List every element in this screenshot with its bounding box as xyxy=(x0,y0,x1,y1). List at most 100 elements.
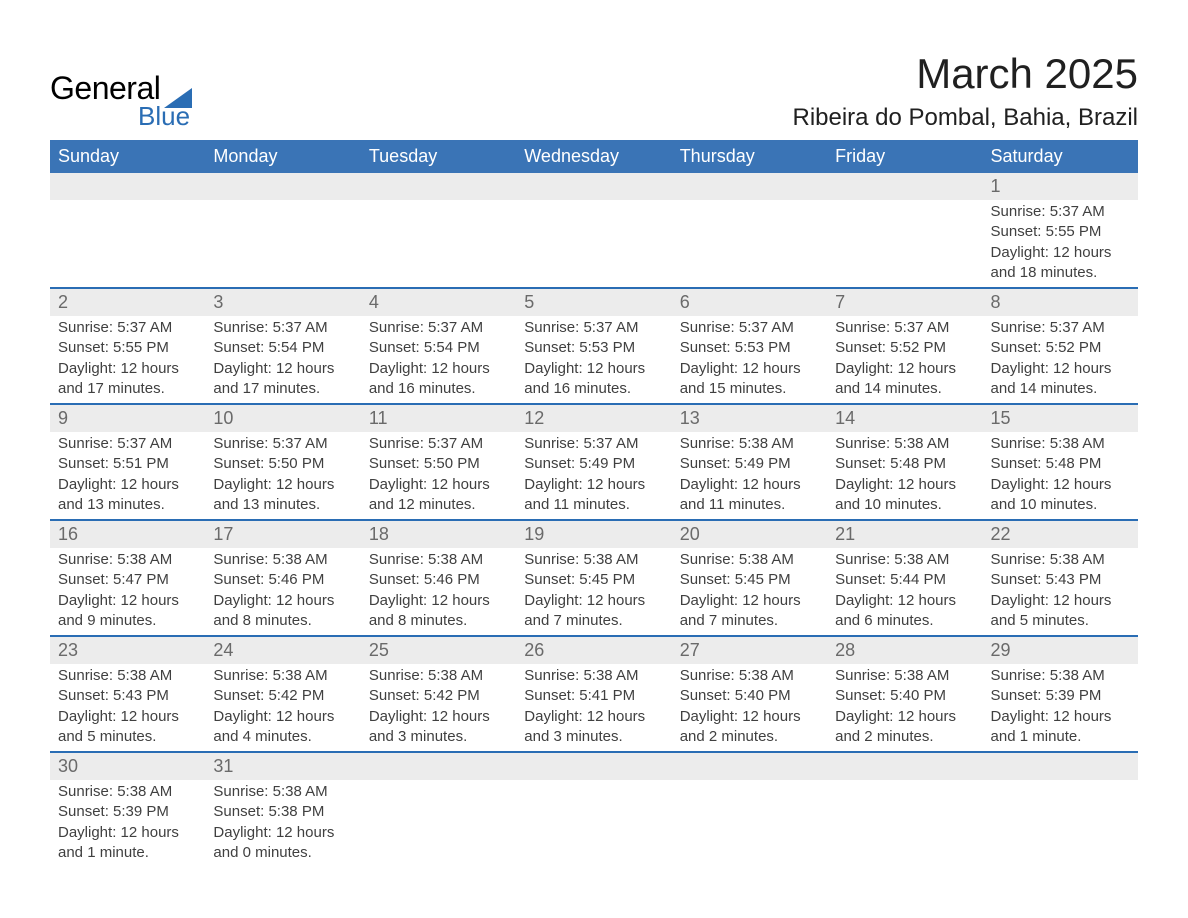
date-detail-cell: Sunrise: 5:37 AMSunset: 5:51 PMDaylight:… xyxy=(50,432,205,520)
daylight2-text: and 13 minutes. xyxy=(58,495,197,515)
sunset-text: Sunset: 5:55 PM xyxy=(58,338,197,358)
daylight1-text: Daylight: 12 hours xyxy=(213,591,352,611)
daylight1-text: Daylight: 12 hours xyxy=(680,707,819,727)
date-detail-cell: Sunrise: 5:37 AMSunset: 5:53 PMDaylight:… xyxy=(516,316,671,404)
sunrise-text: Sunrise: 5:37 AM xyxy=(524,318,663,338)
sunrise-text: Sunrise: 5:38 AM xyxy=(58,666,197,686)
date-detail-cell: Sunrise: 5:38 AMSunset: 5:48 PMDaylight:… xyxy=(983,432,1138,520)
daylight1-text: Daylight: 12 hours xyxy=(213,359,352,379)
date-number-cell: 8 xyxy=(983,288,1138,316)
daylight2-text: and 17 minutes. xyxy=(213,379,352,399)
daylight1-text: Daylight: 12 hours xyxy=(369,475,508,495)
date-detail-cell: Sunrise: 5:37 AMSunset: 5:54 PMDaylight:… xyxy=(205,316,360,404)
date-number-row: 3031 xyxy=(50,752,1138,780)
date-number-cell xyxy=(361,173,516,200)
date-detail-cell: Sunrise: 5:38 AMSunset: 5:46 PMDaylight:… xyxy=(361,548,516,636)
daylight1-text: Daylight: 12 hours xyxy=(524,591,663,611)
sunset-text: Sunset: 5:45 PM xyxy=(680,570,819,590)
daylight2-text: and 1 minute. xyxy=(58,843,197,863)
sunrise-text: Sunrise: 5:38 AM xyxy=(213,782,352,802)
date-detail-row: Sunrise: 5:38 AMSunset: 5:43 PMDaylight:… xyxy=(50,664,1138,752)
date-detail-row: Sunrise: 5:38 AMSunset: 5:47 PMDaylight:… xyxy=(50,548,1138,636)
daylight2-text: and 7 minutes. xyxy=(680,611,819,631)
daylight1-text: Daylight: 12 hours xyxy=(835,359,974,379)
date-detail-cell xyxy=(983,780,1138,867)
date-number-cell: 21 xyxy=(827,520,982,548)
daylight1-text: Daylight: 12 hours xyxy=(369,359,508,379)
date-detail-cell: Sunrise: 5:37 AMSunset: 5:50 PMDaylight:… xyxy=(205,432,360,520)
sunset-text: Sunset: 5:44 PM xyxy=(835,570,974,590)
date-number-cell: 11 xyxy=(361,404,516,432)
header-row: General Blue March 2025 Ribeira do Pomba… xyxy=(50,50,1138,132)
daylight1-text: Daylight: 12 hours xyxy=(835,707,974,727)
daylight1-text: Daylight: 12 hours xyxy=(680,475,819,495)
date-detail-cell: Sunrise: 5:38 AMSunset: 5:42 PMDaylight:… xyxy=(361,664,516,752)
date-number-cell: 26 xyxy=(516,636,671,664)
sunset-text: Sunset: 5:42 PM xyxy=(213,686,352,706)
date-number-cell: 22 xyxy=(983,520,1138,548)
date-number-cell xyxy=(50,173,205,200)
sunset-text: Sunset: 5:43 PM xyxy=(58,686,197,706)
sunrise-text: Sunrise: 5:37 AM xyxy=(369,318,508,338)
daylight2-text: and 14 minutes. xyxy=(835,379,974,399)
date-number-cell xyxy=(672,173,827,200)
date-number-cell: 20 xyxy=(672,520,827,548)
daylight1-text: Daylight: 12 hours xyxy=(991,591,1130,611)
sunrise-text: Sunrise: 5:37 AM xyxy=(369,434,508,454)
date-number-cell: 31 xyxy=(205,752,360,780)
daylight1-text: Daylight: 12 hours xyxy=(58,475,197,495)
sunrise-text: Sunrise: 5:37 AM xyxy=(213,318,352,338)
sunrise-text: Sunrise: 5:38 AM xyxy=(369,550,508,570)
date-detail-row: Sunrise: 5:37 AMSunset: 5:55 PMDaylight:… xyxy=(50,316,1138,404)
sunrise-text: Sunrise: 5:37 AM xyxy=(58,318,197,338)
date-detail-cell: Sunrise: 5:38 AMSunset: 5:41 PMDaylight:… xyxy=(516,664,671,752)
sunset-text: Sunset: 5:39 PM xyxy=(991,686,1130,706)
daylight2-text: and 9 minutes. xyxy=(58,611,197,631)
date-detail-cell: Sunrise: 5:38 AMSunset: 5:49 PMDaylight:… xyxy=(672,432,827,520)
sunset-text: Sunset: 5:49 PM xyxy=(680,454,819,474)
date-number-cell xyxy=(516,752,671,780)
date-number-cell: 30 xyxy=(50,752,205,780)
sunset-text: Sunset: 5:48 PM xyxy=(991,454,1130,474)
sunrise-text: Sunrise: 5:38 AM xyxy=(680,666,819,686)
logo-block: General Blue xyxy=(50,70,192,132)
sunrise-text: Sunrise: 5:37 AM xyxy=(835,318,974,338)
day-header: Sunday xyxy=(50,140,205,173)
daylight1-text: Daylight: 12 hours xyxy=(991,475,1130,495)
date-detail-cell: Sunrise: 5:38 AMSunset: 5:45 PMDaylight:… xyxy=(672,548,827,636)
date-detail-cell: Sunrise: 5:37 AMSunset: 5:54 PMDaylight:… xyxy=(361,316,516,404)
daylight2-text: and 7 minutes. xyxy=(524,611,663,631)
daylight2-text: and 4 minutes. xyxy=(213,727,352,747)
daylight2-text: and 5 minutes. xyxy=(58,727,197,747)
sunrise-text: Sunrise: 5:38 AM xyxy=(369,666,508,686)
sunset-text: Sunset: 5:52 PM xyxy=(991,338,1130,358)
sunset-text: Sunset: 5:48 PM xyxy=(835,454,974,474)
sunset-text: Sunset: 5:38 PM xyxy=(213,802,352,822)
day-header: Thursday xyxy=(672,140,827,173)
sunrise-text: Sunrise: 5:38 AM xyxy=(680,434,819,454)
daylight1-text: Daylight: 12 hours xyxy=(524,359,663,379)
daylight2-text: and 16 minutes. xyxy=(524,379,663,399)
date-number-cell: 15 xyxy=(983,404,1138,432)
date-number-cell: 4 xyxy=(361,288,516,316)
daylight1-text: Daylight: 12 hours xyxy=(835,591,974,611)
date-number-cell: 7 xyxy=(827,288,982,316)
date-number-cell xyxy=(205,173,360,200)
daylight2-text: and 10 minutes. xyxy=(991,495,1130,515)
day-header: Friday xyxy=(827,140,982,173)
date-number-cell: 17 xyxy=(205,520,360,548)
date-number-cell: 27 xyxy=(672,636,827,664)
day-header: Monday xyxy=(205,140,360,173)
sunrise-text: Sunrise: 5:37 AM xyxy=(524,434,663,454)
sunrise-text: Sunrise: 5:38 AM xyxy=(213,666,352,686)
daylight2-text: and 2 minutes. xyxy=(680,727,819,747)
daylight1-text: Daylight: 12 hours xyxy=(213,707,352,727)
date-detail-cell xyxy=(827,780,982,867)
sunset-text: Sunset: 5:52 PM xyxy=(835,338,974,358)
date-detail-cell: Sunrise: 5:38 AMSunset: 5:46 PMDaylight:… xyxy=(205,548,360,636)
sunrise-text: Sunrise: 5:38 AM xyxy=(991,550,1130,570)
sunrise-text: Sunrise: 5:38 AM xyxy=(991,434,1130,454)
sunset-text: Sunset: 5:45 PM xyxy=(524,570,663,590)
daylight1-text: Daylight: 12 hours xyxy=(369,591,508,611)
sunset-text: Sunset: 5:54 PM xyxy=(369,338,508,358)
